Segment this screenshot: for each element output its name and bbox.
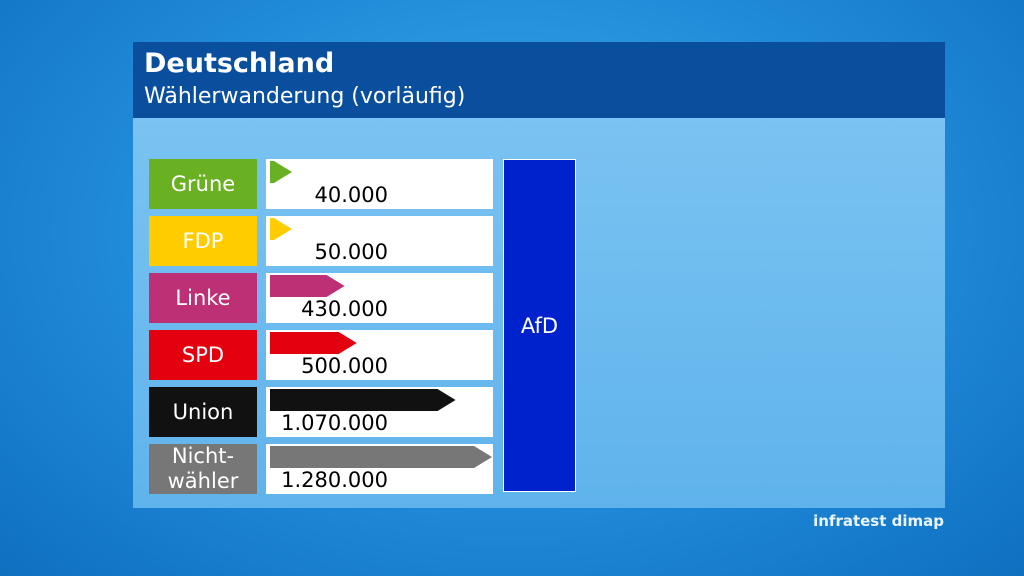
- value-label: 430.000: [301, 297, 388, 321]
- arrow-bar: [270, 161, 292, 183]
- category-label: FDP: [149, 216, 257, 266]
- category-label: Linke: [149, 273, 257, 323]
- value-label: 500.000: [301, 354, 388, 378]
- bar-box: [266, 159, 493, 209]
- bar-box: [266, 216, 493, 266]
- category-label: Grüne: [149, 159, 257, 209]
- target-box: AfD: [503, 159, 576, 492]
- category-label: SPD: [149, 330, 257, 380]
- value-label: 40.000: [314, 183, 388, 207]
- category-label: Union: [149, 387, 257, 437]
- subtitle: Wählerwanderung (vorläufig): [144, 84, 466, 109]
- arrow-bar: [270, 332, 357, 354]
- value-label: 1.280.000: [281, 468, 388, 492]
- header: [133, 42, 945, 118]
- title: Deutschland: [144, 48, 335, 79]
- arrow-bar: [270, 389, 456, 411]
- category-label: Nicht- wähler: [149, 444, 257, 494]
- footer: infratest dimap: [813, 512, 944, 530]
- value-label: 50.000: [314, 240, 388, 264]
- value-label: 1.070.000: [281, 411, 388, 435]
- arrow-bar: [270, 275, 345, 297]
- arrow-bar: [270, 218, 292, 240]
- arrow-bar: [270, 446, 492, 468]
